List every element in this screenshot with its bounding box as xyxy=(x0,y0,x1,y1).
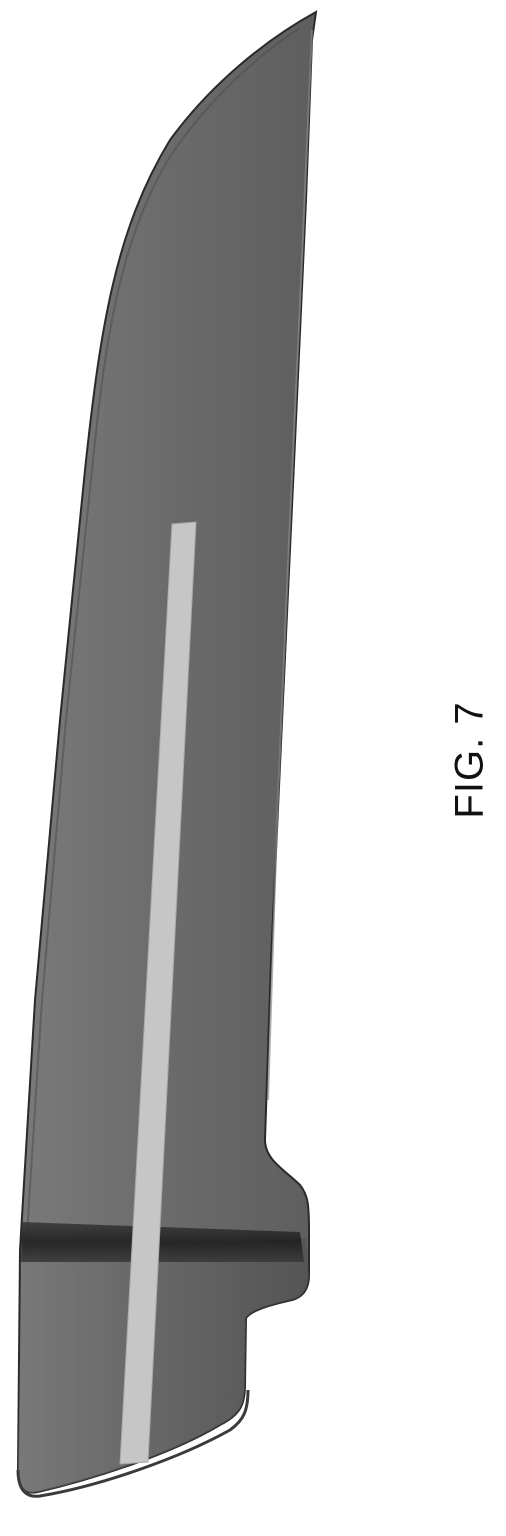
figure-label: FIG. 7 xyxy=(448,701,493,818)
knife-handle xyxy=(18,1238,309,1493)
